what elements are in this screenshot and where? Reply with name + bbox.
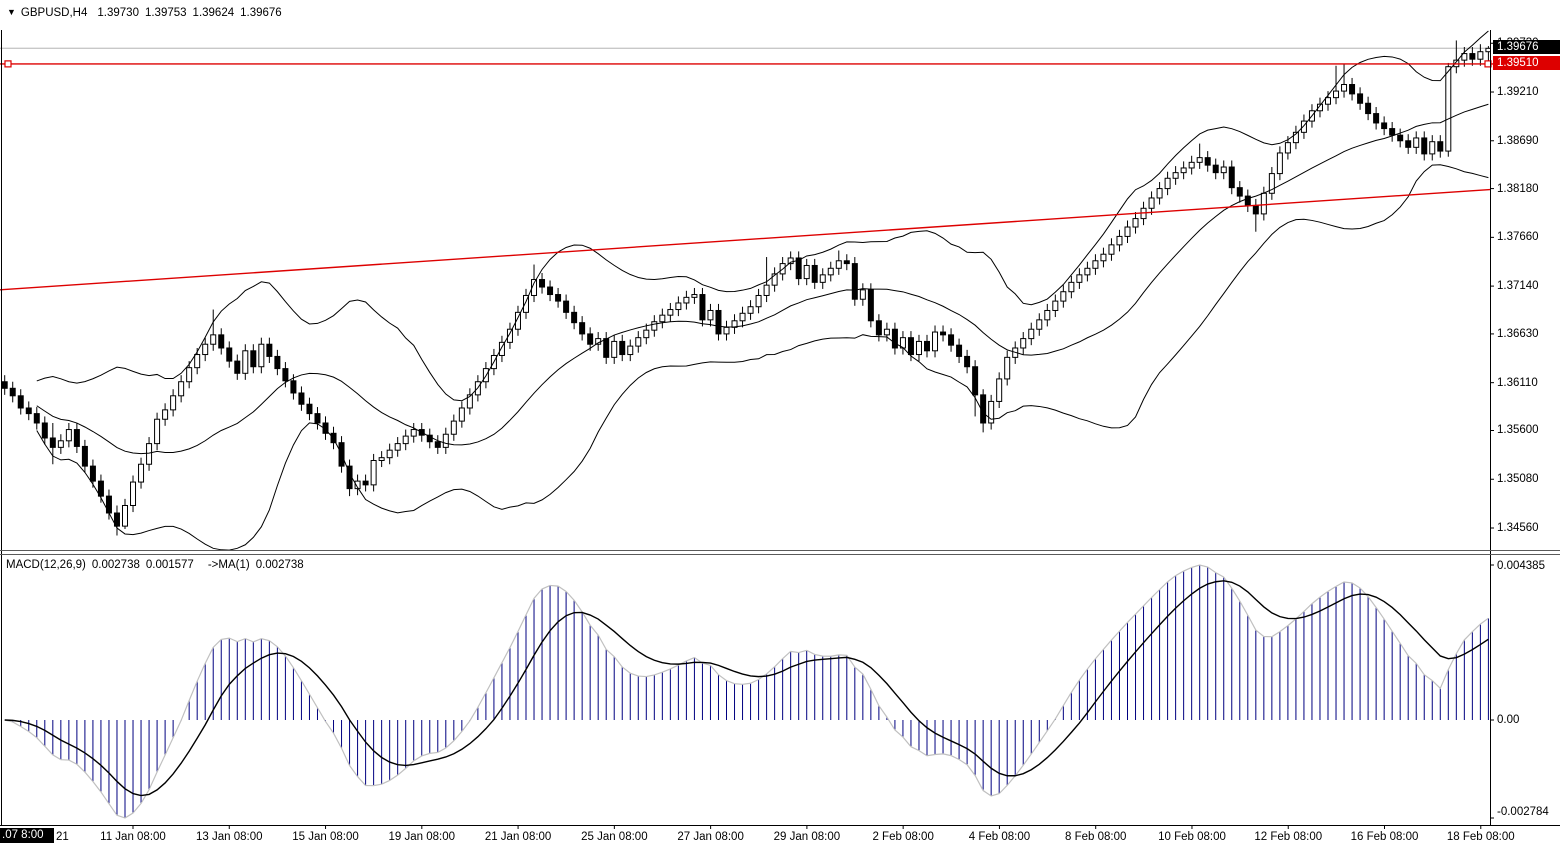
time-axis-label[interactable]: 21 Jan 08:00: [484, 831, 552, 843]
time-axis-label[interactable]: 12 Feb 08:00: [1254, 831, 1323, 843]
macd-axis-label: 0.004385: [1497, 560, 1545, 572]
pane-separator-top[interactable]: [0, 550, 1560, 551]
price-axis-label: 1.39210: [1497, 86, 1539, 99]
price-axis-label: 1.38690: [1497, 134, 1539, 147]
macd-axis-label: 0.00: [1497, 714, 1520, 726]
bollinger-upper-band[interactable]: [36, 30, 1489, 402]
bollinger-middle-band[interactable]: [36, 103, 1489, 455]
price-pane[interactable]: [0, 30, 1491, 551]
macd-signal-value: 0.001577: [145, 559, 194, 571]
symbol-label: GBPUSD,H4: [20, 7, 88, 19]
time-axis-label[interactable]: 27 Jan 08:00: [677, 831, 744, 843]
price-axis-label: 1.35080: [1497, 473, 1539, 486]
price-axis-label: 1.35600: [1497, 424, 1539, 437]
candles-layer: [1, 40, 1490, 536]
time-axis-label[interactable]: 13 Jan 08:00: [196, 831, 263, 843]
price-axis-label: 1.36630: [1497, 327, 1539, 340]
macd-pane[interactable]: [4, 564, 1489, 819]
macd-label: MACD(12,26,9): [6, 559, 86, 571]
pane-separator-bottom[interactable]: [0, 554, 1560, 555]
time-axis-label[interactable]: 29 Jan 08:00: [773, 831, 841, 843]
time-axis-label[interactable]: 18 Feb 08:00: [1446, 831, 1515, 843]
time-axis-label[interactable]: 11 Jan 08:00: [100, 831, 166, 843]
ma1-on-macd-line: [4, 564, 1489, 819]
time-axis-label[interactable]: 19 Jan 08:00: [388, 831, 456, 843]
price-axis-label: 1.36110: [1497, 376, 1538, 389]
ma-on-macd-label: ->MA(1): [207, 559, 250, 571]
macd-signal-line: [4, 580, 1489, 797]
hline-handle-left[interactable]: [4, 60, 12, 68]
ohlc-close: 1.39676: [240, 7, 282, 19]
ma-on-macd-value: 0.002738: [255, 559, 304, 571]
ohlc-open: 1.39730: [97, 7, 139, 19]
time-axis-label[interactable]: 16 Feb 08:00: [1350, 831, 1419, 843]
price-axis-label: 1.34560: [1497, 522, 1539, 534]
time-cursor-badge: .07 8:00: [0, 828, 54, 843]
macd-main-value: 0.002738: [91, 559, 140, 571]
trendline-object[interactable]: [0, 188, 1490, 291]
chart-header: ▼ GBPUSD,H4 1.39730 1.39753 1.39624 1.39676: [7, 7, 288, 19]
hline-price-badge: 1.39510: [1493, 56, 1560, 70]
macd-axis-label: -0.002784: [1497, 806, 1549, 818]
time-axis-label[interactable]: 8 Feb 08:00: [1064, 831, 1127, 843]
time-axis-label[interactable]: 2 Feb 08:00: [872, 831, 934, 843]
price-scale[interactable]: 1.397301.392101.386901.381801.376601.371…: [1491, 30, 1560, 825]
time-axis-stub: 21: [56, 831, 69, 843]
macd-indicator-header: MACD(12,26,9) 0.002738 0.001577 ->MA(1) 0.00…: [6, 559, 310, 571]
price-axis-label: 1.38180: [1497, 182, 1539, 195]
bid-price-badge: 1.39676: [1493, 40, 1560, 54]
time-axis-label[interactable]: 25 Jan 08:00: [581, 831, 648, 843]
price-axis-label: 1.37140: [1497, 280, 1539, 293]
time-axis-label[interactable]: 10 Feb 08:00: [1158, 831, 1226, 843]
price-axis-label: 1.37660: [1497, 231, 1539, 244]
time-axis-label[interactable]: 4 Feb 08:00: [968, 831, 1031, 843]
macd-histogram: [12, 565, 1489, 818]
ohlc-low: 1.39624: [192, 7, 235, 19]
symbol-dropdown-icon[interactable]: ▼: [7, 7, 16, 17]
ohlc-high: 1.39753: [144, 7, 187, 19]
time-axis-label[interactable]: 15 Jan 08:00: [292, 831, 359, 843]
bollinger-lower-band[interactable]: [36, 164, 1489, 551]
